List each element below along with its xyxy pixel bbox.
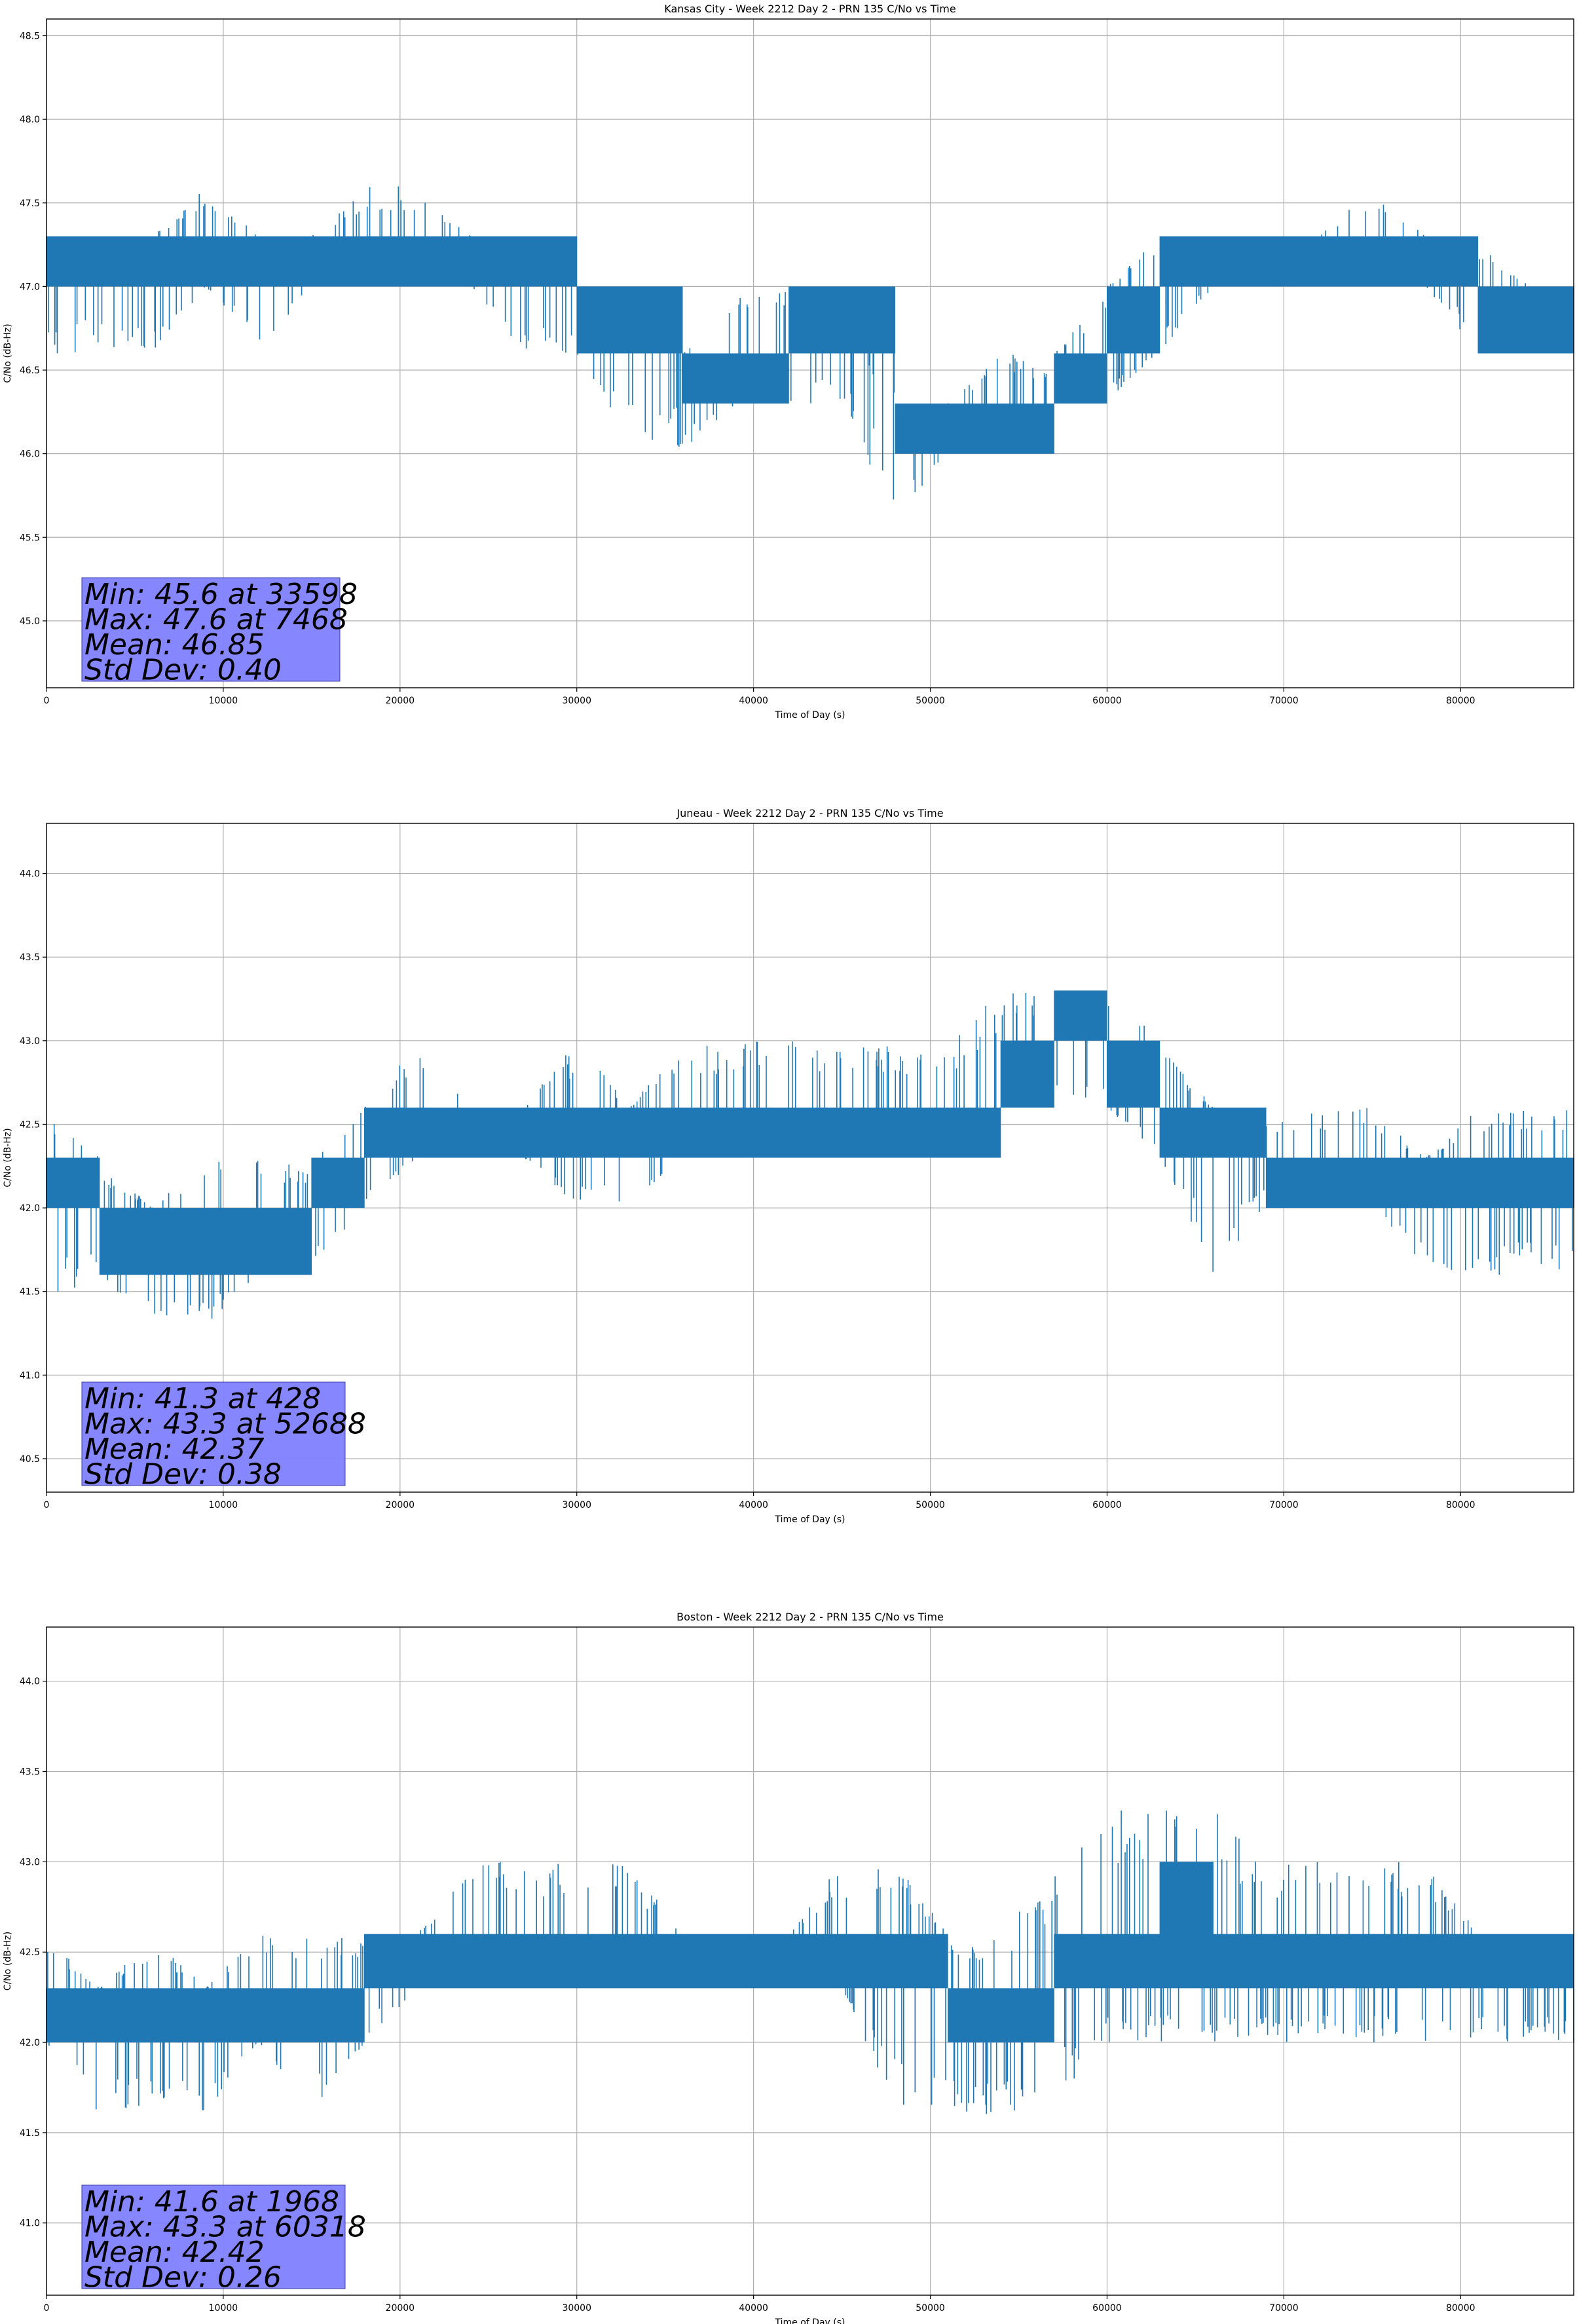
chart-2-x-tick-label-80000: 80000 (1446, 1500, 1475, 1510)
chart-3-y-axis-label: C/No (dB-Hz) (3, 1932, 13, 1991)
chart-2-y-tick-label-44-0: 44.0 (20, 869, 40, 880)
chart-1-y-tick-label-48-5: 48.5 (20, 31, 40, 42)
chart-3-stats-line-2: Max: 43.3 at 60318 (84, 2211, 366, 2244)
chart-1-x-tick-label-30000: 30000 (562, 696, 591, 706)
chart-1-y-tick-label-46-0: 46.0 (20, 449, 40, 460)
chart-2-y-axis-label: C/No (dB-Hz) (3, 1128, 13, 1187)
chart-2-x-tick-label-10000: 10000 (209, 1500, 238, 1510)
chart-1-y-tick-label-45-5: 45.5 (20, 533, 40, 543)
chart-3-y-tick-label-41-5: 41.5 (20, 2128, 40, 2139)
chart-1-axes-frame (46, 18, 1574, 688)
chart-1-x-tick-label-10000: 10000 (209, 696, 238, 706)
chart-3-x-tick-label-30000: 30000 (562, 2303, 591, 2314)
chart-3-x-tick-label-0: 0 (44, 2303, 50, 2314)
chart-3-axes-frame (46, 1626, 1574, 2296)
chart-3-x-tick-label-10000: 10000 (209, 2303, 238, 2314)
chart-3-stats-line-4: Std Dev: 0.26 (84, 2261, 282, 2295)
chart-2-y-tick-label-40-5: 40.5 (20, 1454, 40, 1465)
chart-3-y-tick-label-42-5: 42.5 (20, 1947, 40, 1958)
chart-1-y-tick-label-47-0: 47.0 (20, 282, 40, 292)
chart-2-stats-line-1: Min: 41.3 at 428 (84, 1382, 321, 1415)
chart-2-x-tick-label-70000: 70000 (1269, 1500, 1299, 1510)
chart-3-x-tick-label-20000: 20000 (386, 2303, 415, 2314)
chart-1-stats-line-4: Std Dev: 0.40 (84, 654, 282, 687)
chart-2-x-axis-label: Time of Day (s) (775, 1514, 845, 1525)
chart-1-y-tick-label-45-0: 45.0 (20, 616, 40, 627)
chart-1-x-tick-label-50000: 50000 (916, 696, 945, 706)
chart-3-stats-line-1: Min: 41.6 at 1968 (84, 2185, 339, 2219)
chart-2-y-tick-label-41-0: 41.0 (20, 1370, 40, 1381)
chart-2-stats-line-3: Mean: 42.37 (84, 1433, 265, 1466)
chart-3-y-tick-label-42-0: 42.0 (20, 2038, 40, 2048)
chart-1-x-tick-label-70000: 70000 (1269, 696, 1299, 706)
chart-2: 0 10000 20000 30000 40000 50000 60000 70000 8000… (3, 807, 1574, 1525)
chart-1-stats-line-1: Min: 45.6 at 33598 (84, 578, 358, 611)
chart-1-x-tick-label-80000: 80000 (1446, 696, 1475, 706)
chart-3-title: Boston - Week 2212 Day 2 - PRN 135 C/No … (677, 1611, 944, 1623)
chart-1-x-tick-label-20000: 20000 (386, 696, 415, 706)
chart-2-title: Juneau - Week 2212 Day 2 - PRN 135 C/No … (676, 807, 943, 819)
chart-1-y-axis-label: C/No (dB-Hz) (3, 324, 13, 383)
chart-2-y-tick-label-41-5: 41.5 (20, 1287, 40, 1298)
chart-1-stats-line-3: Mean: 46.85 (84, 628, 265, 662)
chart-1-stats-line-2: Max: 47.6 at 7468 (84, 603, 348, 637)
chart-2-x-tick-label-40000: 40000 (739, 1500, 768, 1510)
chart-1-stats-box (81, 577, 341, 682)
chart-2-axes-frame (46, 823, 1574, 1493)
chart-3-x-tick-label-70000: 70000 (1269, 2303, 1299, 2314)
chart-3-x-tick-label-40000: 40000 (739, 2303, 768, 2314)
chart-1: 0 10000 20000 30000 40000 50000 60000 70000 8000… (3, 3, 1574, 721)
chart-3-stats-line-3: Mean: 42.42 (84, 2236, 265, 2269)
chart-2-y-tick-label-42-5: 42.5 (20, 1119, 40, 1130)
chart-1-y-tick-label-47-5: 47.5 (20, 198, 40, 209)
chart-3-x-tick-label-80000: 80000 (1446, 2303, 1475, 2314)
chart-3-y-tick-label-43-5: 43.5 (20, 1767, 40, 1778)
chart-2-x-tick-label-50000: 50000 (916, 1500, 945, 1510)
chart-2-stats-line-2: Max: 43.3 at 52688 (84, 1408, 366, 1441)
chart-2-stats-box (81, 1381, 346, 1486)
chart-2-x-tick-label-20000: 20000 (386, 1500, 415, 1510)
chart-1-y-tick-label-46-5: 46.5 (20, 365, 40, 376)
chart-3-y-tick-label-41-0: 41.0 (20, 2219, 40, 2229)
chart-2-y-tick-label-43-0: 43.0 (20, 1036, 40, 1047)
chart-2-x-tick-label-30000: 30000 (562, 1500, 591, 1510)
chart-1-title: Kansas City - Week 2212 Day 2 - PRN 135 … (664, 3, 955, 15)
chart-3: 0 10000 20000 30000 40000 50000 60000 70000 8000… (3, 1611, 1574, 2324)
chart-1-y-tick-label-48-0: 48.0 (20, 115, 40, 125)
chart-2-stats-line-4: Std Dev: 0.38 (84, 1458, 282, 1491)
chart-3-x-tick-label-50000: 50000 (916, 2303, 945, 2314)
chart-1-x-tick-label-0: 0 (44, 696, 50, 706)
chart-3-y-tick-label-44-0: 44.0 (20, 1677, 40, 1687)
chart-2-y-tick-label-42-0: 42.0 (20, 1203, 40, 1214)
chart-3-stats-box (81, 2184, 346, 2289)
chart-2-x-tick-label-0: 0 (44, 1500, 50, 1510)
chart-3-x-axis-label: Time of Day (s) (775, 2317, 845, 2324)
chart-3-y-tick-label-43-0: 43.0 (20, 1857, 40, 1867)
chart-1-x-tick-label-60000: 60000 (1092, 696, 1122, 706)
chart-1-x-tick-label-40000: 40000 (739, 696, 768, 706)
chart-2-x-tick-label-60000: 60000 (1092, 1500, 1122, 1510)
chart-2-y-tick-label-43-5: 43.5 (20, 952, 40, 963)
chart-3-x-tick-label-60000: 60000 (1092, 2303, 1122, 2314)
chart-1-x-axis-label: Time of Day (s) (775, 710, 845, 721)
